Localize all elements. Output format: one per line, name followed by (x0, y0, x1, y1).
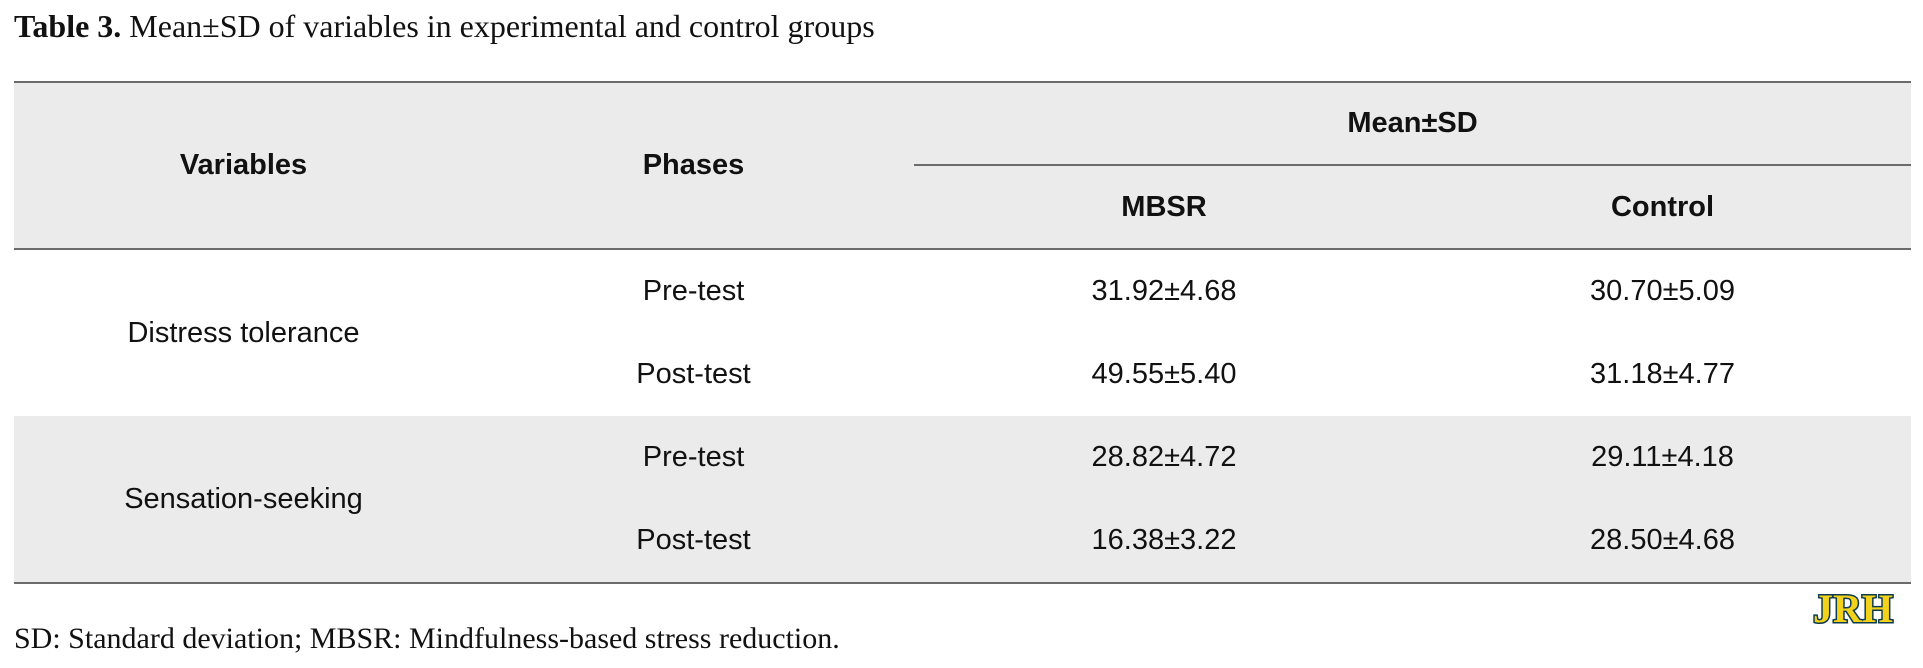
mbsr-value-cell: 16.38±3.22 (914, 499, 1414, 584)
table-caption: Table 3. Mean±SD of variables in experim… (14, 6, 875, 46)
control-value-cell: 28.50±4.68 (1414, 499, 1911, 584)
control-value-cell: 31.18±4.77 (1590, 358, 1735, 390)
variable-cell: Distress tolerance (127, 316, 360, 349)
table-body: Distress tolerance Pre-test 31.92±4.68 3… (14, 249, 1911, 584)
control-value-cell: 29.11±4.18 (1414, 416, 1911, 499)
journal-logo-text: JRH (1813, 588, 1893, 628)
variable-cell: Sensation-seeking (14, 416, 473, 584)
table-row: Sensation-seeking Pre-test 28.82±4.72 29… (14, 416, 1911, 584)
table-caption-text: Mean±SD of variables in experimental and… (121, 8, 875, 44)
results-table: Variables Phases Mean±SD MBSR Control Di… (14, 81, 1911, 584)
header-phases: Phases (473, 81, 914, 250)
phase-cell: Pre-test (642, 275, 745, 307)
results-table-container: Variables Phases Mean±SD MBSR Control Di… (14, 81, 1911, 584)
header-control: Control (1414, 165, 1911, 250)
mbsr-value-cell: 49.55±5.40 (1091, 358, 1237, 390)
table-caption-label: Table 3. (14, 8, 122, 44)
header-mean-sd: Mean±SD (914, 81, 1911, 166)
table-header: Variables Phases Mean±SD MBSR Control (14, 81, 1911, 250)
mbsr-value-cell: 31.92±4.68 (1091, 275, 1237, 307)
phase-cell: Post-test (473, 499, 914, 584)
header-variables: Variables (14, 81, 473, 250)
phase-cell: Post-test (636, 358, 751, 390)
table-row: Post-test 49.55±5.40 31.18±4.77 (14, 333, 1911, 416)
phase-cell: Pre-test (473, 416, 914, 499)
table-row: Distress tolerance Pre-test 31.92±4.68 3… (14, 249, 1911, 349)
table-row: Post-test 16.38±3.22 28.50±4.68 (14, 499, 1911, 584)
mbsr-value-cell: 28.82±4.72 (914, 416, 1414, 499)
header-mbsr: MBSR (914, 165, 1414, 250)
journal-logo: JRH (1812, 588, 1895, 628)
table-footnote: SD: Standard deviation; MBSR: Mindfulnes… (14, 622, 840, 655)
control-value-cell: 30.70±5.09 (1590, 275, 1735, 307)
